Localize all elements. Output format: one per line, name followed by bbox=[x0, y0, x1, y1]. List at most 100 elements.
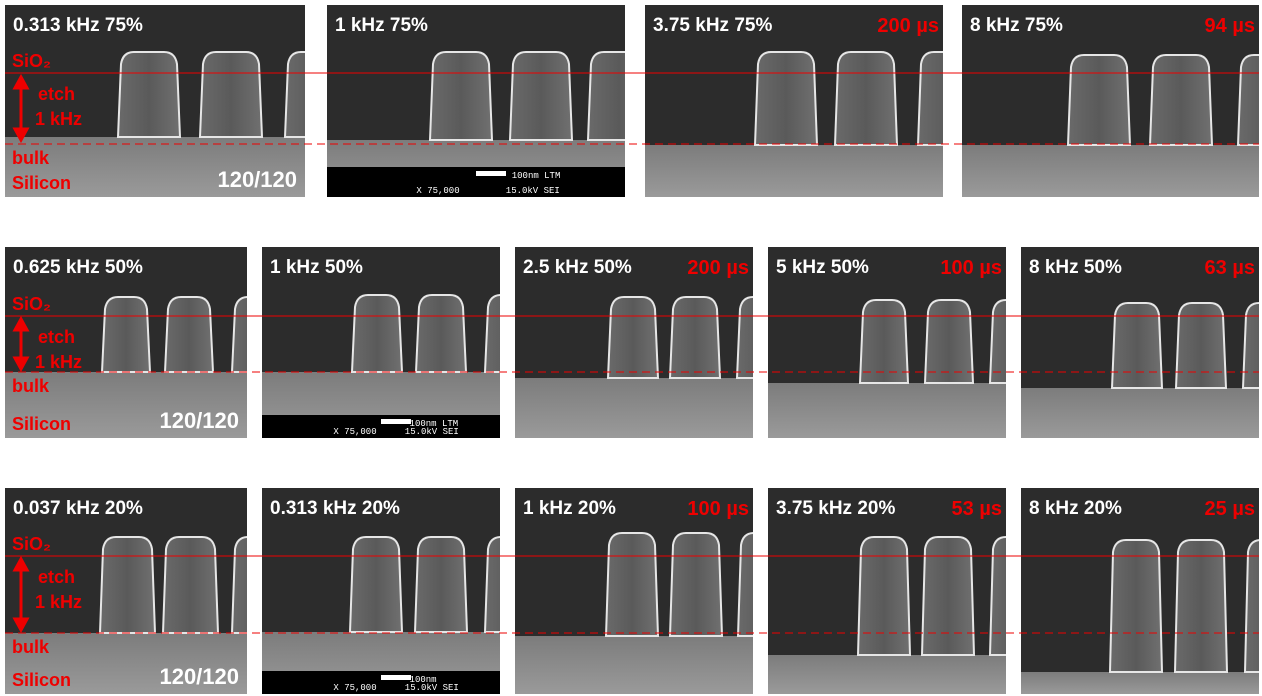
magnification: X 75,000 bbox=[416, 186, 459, 196]
etch-label: etch bbox=[38, 84, 75, 104]
scale-length: 100nm bbox=[410, 675, 437, 685]
pillar bbox=[483, 294, 500, 373]
sem-panel bbox=[262, 488, 500, 694]
pillar bbox=[988, 536, 1006, 656]
etch-freq-label: 1 kHz bbox=[35, 109, 82, 129]
pillar bbox=[230, 536, 247, 634]
pillar bbox=[163, 296, 215, 373]
sem-panel bbox=[5, 5, 305, 197]
sem-panel bbox=[1021, 247, 1259, 438]
scale-bar bbox=[381, 419, 411, 424]
sem-panel bbox=[515, 247, 753, 438]
bulk-label: bulk bbox=[12, 637, 50, 657]
pillar bbox=[988, 299, 1006, 384]
scale-bar bbox=[381, 675, 411, 680]
oxide-label: SiO₂ bbox=[12, 51, 51, 71]
voltage: 15.0kV SEI bbox=[405, 427, 459, 437]
bulk bbox=[645, 145, 943, 197]
sem-panel bbox=[768, 247, 1006, 438]
etch-freq-label: 1 kHz bbox=[35, 352, 82, 372]
pulse-time: 63 µs bbox=[1205, 257, 1255, 279]
oxide-label: SiO₂ bbox=[12, 294, 51, 314]
bulk bbox=[768, 655, 1006, 694]
reference-lines bbox=[5, 72, 1259, 634]
panel-label: 5 kHz 50% bbox=[776, 257, 869, 278]
ratio-label: 120/120 bbox=[217, 167, 297, 192]
sem-panel bbox=[645, 5, 943, 197]
sem-panel bbox=[5, 488, 247, 694]
pillar bbox=[923, 299, 975, 384]
panel-label: 0.313 kHz 75% bbox=[13, 15, 143, 36]
scale-length: 100nm LTM bbox=[410, 419, 459, 429]
pillar bbox=[735, 296, 753, 379]
panel-label: 3.75 kHz 75% bbox=[653, 15, 772, 36]
pillar bbox=[100, 296, 152, 373]
pillar bbox=[161, 536, 220, 634]
oxide-label: SiO₂ bbox=[12, 534, 51, 554]
panel-label: 8 kHz 50% bbox=[1029, 257, 1122, 278]
pulse-time: 53 µs bbox=[952, 498, 1002, 520]
sem-panel bbox=[768, 488, 1006, 694]
panel-label: 2.5 kHz 50% bbox=[523, 257, 632, 278]
pillar bbox=[856, 536, 912, 656]
voltage: 15.0kV SEI bbox=[506, 186, 560, 196]
pillar bbox=[428, 51, 494, 141]
pillar bbox=[1236, 54, 1259, 146]
bulk bbox=[5, 372, 247, 438]
silicon-label: Silicon bbox=[12, 414, 71, 434]
pillar bbox=[1173, 539, 1229, 673]
pillar bbox=[198, 51, 264, 138]
pillar bbox=[1108, 539, 1164, 673]
pillar bbox=[858, 299, 910, 384]
voltage: 15.0kV SEI bbox=[405, 683, 459, 693]
bulk bbox=[1021, 672, 1259, 694]
pulse-time: 25 µs bbox=[1205, 498, 1255, 520]
panel-label: 1 kHz 50% bbox=[270, 257, 363, 278]
panel-label: 1 kHz 20% bbox=[523, 498, 616, 519]
pillar bbox=[586, 51, 625, 141]
panel-label: 3.75 kHz 20% bbox=[776, 498, 895, 519]
scale-strip bbox=[262, 415, 500, 438]
pillar bbox=[98, 536, 157, 634]
pillar bbox=[413, 536, 469, 633]
etch-label: etch bbox=[38, 327, 75, 347]
pillar bbox=[916, 51, 943, 146]
pillar bbox=[1148, 54, 1214, 146]
sem-panel bbox=[327, 5, 625, 197]
pillar bbox=[604, 532, 660, 637]
pillar bbox=[736, 532, 753, 637]
silicon-label: Silicon bbox=[12, 670, 71, 690]
bulk bbox=[515, 636, 753, 694]
bulk bbox=[5, 137, 305, 197]
bulk bbox=[5, 633, 247, 694]
scale-bar bbox=[476, 171, 506, 176]
magnification: X 75,000 bbox=[333, 427, 376, 437]
panel-label: 8 kHz 75% bbox=[970, 15, 1063, 36]
bulk-label: bulk bbox=[12, 376, 50, 396]
pillar bbox=[483, 536, 500, 633]
pillar bbox=[1243, 539, 1259, 673]
bulk bbox=[1021, 388, 1259, 438]
pillar bbox=[1241, 302, 1259, 389]
magnification: X 75,000 bbox=[333, 683, 376, 693]
panel-label: 0.313 kHz 20% bbox=[270, 498, 400, 519]
scale-strip bbox=[262, 671, 500, 694]
sem-panel bbox=[962, 5, 1259, 197]
pillar bbox=[1066, 54, 1132, 146]
ratio-label: 120/120 bbox=[159, 664, 239, 689]
panel-label: 0.037 kHz 20% bbox=[13, 498, 143, 519]
etch-freq-label: 1 kHz bbox=[35, 592, 82, 612]
pillar bbox=[116, 51, 182, 138]
pulse-time: 100 µs bbox=[687, 498, 749, 520]
sem-panel bbox=[1021, 488, 1259, 694]
panel-label: 1 kHz 75% bbox=[335, 15, 428, 36]
bulk bbox=[515, 378, 753, 438]
pillar bbox=[753, 51, 819, 146]
panel-label: 0.625 kHz 50% bbox=[13, 257, 143, 278]
panel-label: 8 kHz 20% bbox=[1029, 498, 1122, 519]
pillar bbox=[348, 536, 404, 633]
silicon-label: Silicon bbox=[12, 173, 71, 193]
pillar bbox=[668, 296, 722, 379]
sem-panel bbox=[515, 488, 753, 694]
